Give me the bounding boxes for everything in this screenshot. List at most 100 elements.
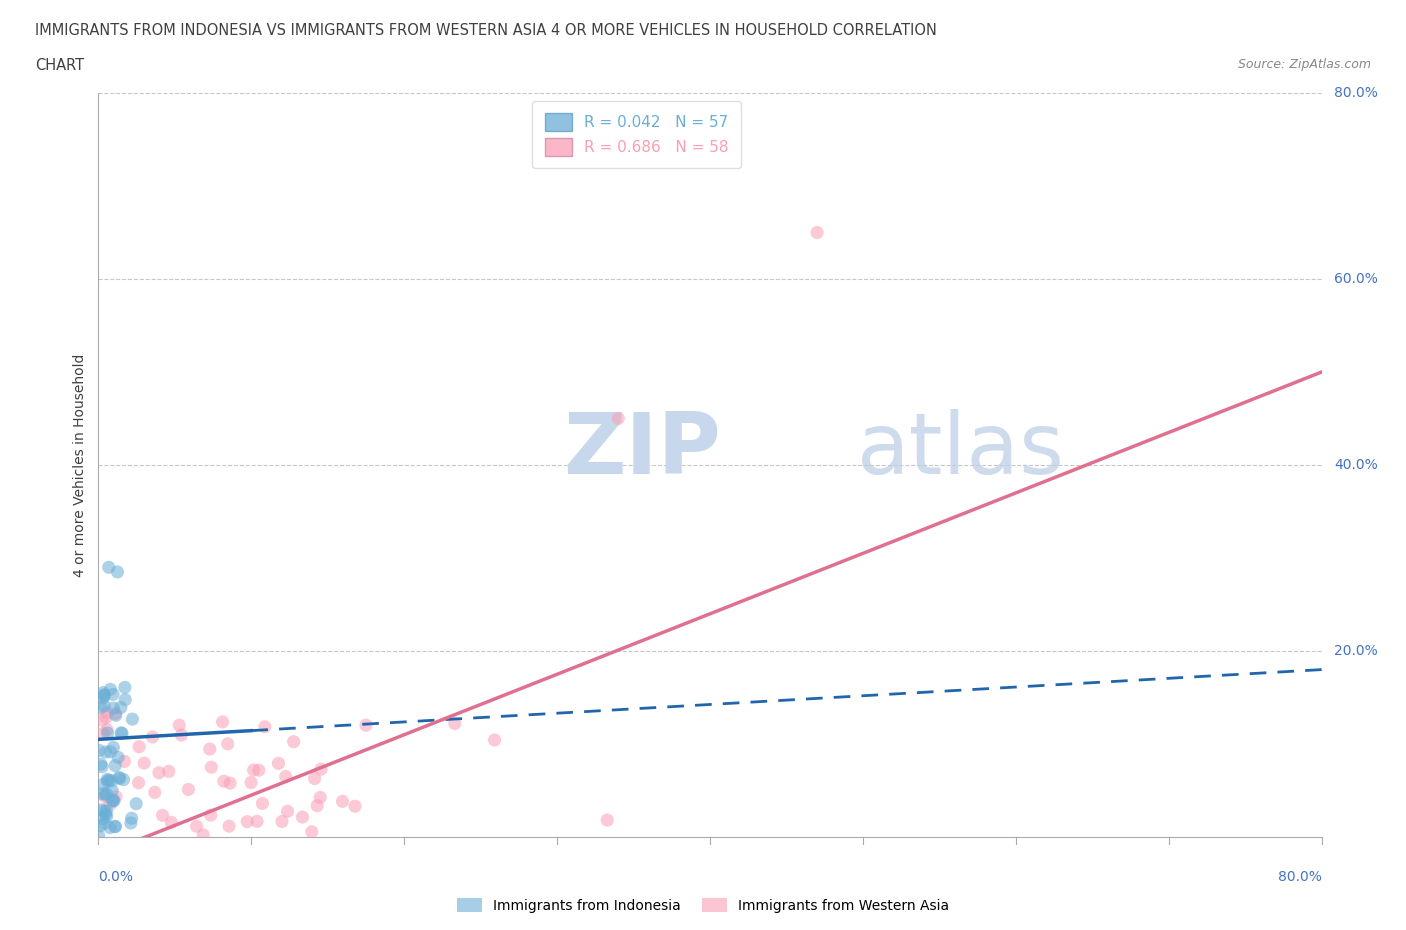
Point [344, 799, 367, 814]
Point [91, 759, 114, 774]
Point [309, 762, 332, 777]
Point [94, 807, 117, 822]
Point [89, 818, 111, 833]
Point [107, 565, 129, 579]
Point [96, 804, 118, 818]
Point [134, 756, 156, 771]
Point [142, 729, 165, 744]
Point [91, 685, 114, 700]
Point [98, 773, 121, 788]
Point [104, 706, 127, 721]
Point [105, 790, 128, 804]
Point [186, 818, 208, 833]
Point [304, 771, 326, 786]
Point [271, 814, 294, 829]
Legend: R = 0.042   N = 57, R = 0.686   N = 58: R = 0.042 N = 57, R = 0.686 N = 58 [533, 100, 741, 168]
Text: CHART: CHART [35, 58, 84, 73]
Point [121, 711, 143, 726]
Point [90, 803, 112, 817]
Point [91, 786, 114, 801]
Point [277, 804, 299, 818]
Point [93, 804, 115, 818]
Point [98, 797, 121, 812]
Point [87, 743, 110, 758]
Text: IMMIGRANTS FROM INDONESIA VS IMMIGRANTS FROM WESTERN ASIA 4 OR MORE VEHICLES IN : IMMIGRANTS FROM INDONESIA VS IMMIGRANTS … [35, 23, 936, 38]
Point [148, 765, 170, 780]
Point [291, 810, 314, 825]
Point [94, 790, 117, 804]
Point [108, 771, 131, 786]
Point [218, 818, 240, 833]
Text: Source: ZipAtlas.com: Source: ZipAtlas.com [1237, 58, 1371, 71]
Point [143, 785, 166, 800]
Point [93, 698, 115, 713]
Point [253, 719, 276, 734]
Point [160, 815, 183, 830]
Point [193, 828, 215, 843]
Point [283, 735, 305, 750]
Point [90, 757, 112, 772]
Point [484, 733, 506, 748]
Point [274, 769, 297, 784]
Point [112, 754, 135, 769]
Point [90, 700, 112, 715]
Point [219, 776, 242, 790]
Legend: Immigrants from Indonesia, Immigrants from Western Asia: Immigrants from Indonesia, Immigrants fr… [451, 893, 955, 919]
Y-axis label: 4 or more Vehicles in Household: 4 or more Vehicles in Household [73, 353, 87, 577]
Point [103, 793, 125, 808]
Point [200, 760, 222, 775]
Point [96, 705, 118, 720]
Point [101, 783, 124, 798]
Point [104, 758, 127, 773]
Point [112, 772, 135, 787]
Point [97, 560, 120, 575]
Point [200, 807, 222, 822]
Text: 60.0%: 60.0% [1334, 272, 1378, 286]
Point [93, 816, 115, 830]
Point [120, 816, 142, 830]
Point [91, 691, 114, 706]
Point [354, 718, 377, 733]
Point [104, 819, 127, 834]
Point [94, 745, 117, 760]
Point [101, 687, 124, 702]
Text: 0.0%: 0.0% [98, 870, 134, 884]
Point [806, 225, 828, 240]
Point [125, 796, 148, 811]
Point [91, 777, 114, 792]
Point [309, 790, 332, 804]
Point [111, 726, 134, 741]
Point [177, 782, 200, 797]
Text: 40.0%: 40.0% [1334, 458, 1378, 472]
Point [152, 808, 174, 823]
Point [110, 725, 132, 740]
Point [596, 813, 619, 828]
Point [98, 820, 121, 835]
Point [96, 787, 118, 802]
Point [93, 688, 115, 703]
Point [101, 792, 124, 807]
Point [157, 764, 180, 778]
Point [96, 725, 118, 740]
Point [443, 716, 465, 731]
Point [94, 787, 117, 802]
Point [94, 711, 117, 725]
Point [128, 739, 150, 754]
Point [103, 740, 125, 755]
Point [211, 714, 233, 729]
Point [108, 770, 131, 785]
Point [607, 411, 630, 426]
Point [87, 829, 110, 844]
Point [100, 744, 122, 759]
Point [217, 737, 239, 751]
Point [96, 809, 118, 824]
Point [128, 776, 150, 790]
Point [100, 774, 122, 789]
Point [100, 682, 122, 697]
Point [121, 811, 143, 826]
Text: 80.0%: 80.0% [1334, 86, 1378, 100]
Point [332, 794, 354, 809]
Point [246, 814, 269, 829]
Text: 80.0%: 80.0% [1278, 870, 1322, 884]
Text: atlas: atlas [856, 408, 1064, 492]
